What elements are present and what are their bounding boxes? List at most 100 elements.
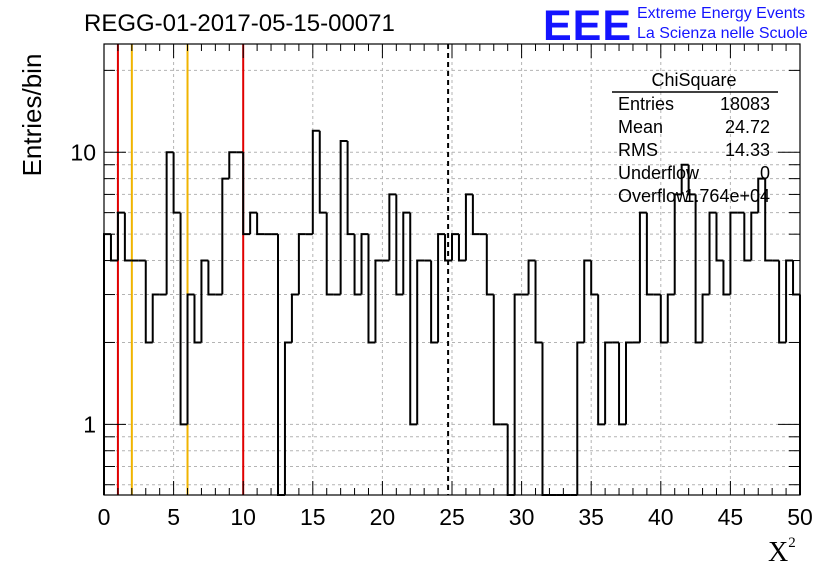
x-tick-label: 5 xyxy=(167,504,180,530)
histogram-bin xyxy=(785,259,794,343)
histogram-bin xyxy=(451,233,459,261)
histogram-bin xyxy=(743,212,752,262)
histogram-bin xyxy=(625,341,633,425)
x-tick-label: 25 xyxy=(439,504,465,530)
histogram-bin xyxy=(186,293,195,425)
histogram-bin xyxy=(576,341,585,495)
histogram-bin xyxy=(659,294,668,344)
x-axis-label: X2 xyxy=(768,535,796,568)
x-tick-label: 0 xyxy=(98,504,111,530)
histogram-bin xyxy=(200,259,209,343)
histogram-bin xyxy=(430,260,439,344)
histogram-bin xyxy=(513,293,522,495)
x-tick-label: 35 xyxy=(578,504,604,530)
histogram-bin xyxy=(597,294,606,426)
histogram-bin xyxy=(283,341,292,495)
histogram-bin xyxy=(172,152,181,214)
histogram-bin xyxy=(694,194,703,344)
stats-value: 14.33 xyxy=(725,140,770,160)
histogram-bin xyxy=(151,293,160,343)
histogram-bin xyxy=(221,177,230,295)
histogram-bin xyxy=(437,233,446,343)
org-name-line2: La Scienza nelle Scuole xyxy=(637,25,808,42)
histogram-bin xyxy=(388,193,397,261)
histogram-bin xyxy=(492,294,501,426)
histogram-bin xyxy=(353,234,362,296)
histogram-bin xyxy=(618,342,626,426)
histogram-bin xyxy=(277,234,285,496)
histogram-bin xyxy=(729,211,738,295)
histogram-bin xyxy=(590,260,599,296)
stats-value: 24.72 xyxy=(725,117,770,137)
histogram-bin xyxy=(534,260,543,344)
histogram-bin xyxy=(645,212,654,296)
histogram-bin xyxy=(242,152,251,236)
histogram-bin xyxy=(339,140,348,295)
x-tick-label: 40 xyxy=(648,504,674,530)
histogram-bin xyxy=(297,233,306,295)
histogram-bin xyxy=(290,293,299,343)
histogram-bin xyxy=(604,341,613,425)
histogram-bin xyxy=(708,211,717,295)
histogram-bin xyxy=(179,212,188,426)
histogram-bin xyxy=(527,259,536,295)
stats-label: Entries xyxy=(618,94,674,114)
stats-label: RMS xyxy=(618,140,658,160)
histogram-bin xyxy=(228,151,237,179)
histogram-bin xyxy=(444,234,452,262)
histogram-bin xyxy=(409,212,418,426)
histogram-bin xyxy=(673,193,682,295)
x-tick-label: 10 xyxy=(230,504,256,530)
histogram-bin xyxy=(325,212,334,296)
histogram-bin xyxy=(457,234,466,262)
histogram-bin xyxy=(402,211,411,295)
histogram-bin xyxy=(374,259,383,343)
histogram-bin xyxy=(367,234,376,344)
histogram-bin xyxy=(360,233,369,295)
histogram-bin xyxy=(416,259,425,425)
x-tick-label: 45 xyxy=(718,504,744,530)
histogram-bin xyxy=(583,259,592,343)
histogram-bin xyxy=(395,194,404,296)
histogram-bin xyxy=(680,163,689,195)
eee-logo: EEE xyxy=(543,2,633,50)
stats-label: Overflow xyxy=(618,186,690,206)
histogram-bin xyxy=(123,212,132,262)
org-name-line1: Extreme Energy Events xyxy=(637,5,806,22)
chart-title: REGG-01-2017-05-15-00071 xyxy=(84,10,395,37)
stats-label: Mean xyxy=(618,117,663,137)
histogram-bin xyxy=(346,141,355,236)
stats-value: 1.764e+04 xyxy=(684,186,770,206)
histogram-bin xyxy=(249,211,258,235)
stats-box-title: ChiSquare xyxy=(651,70,736,90)
histogram-bin xyxy=(687,164,696,196)
histogram-bin xyxy=(144,260,153,344)
histogram-bin xyxy=(471,194,480,236)
histogram-bin xyxy=(666,293,675,343)
histogram-bin xyxy=(715,212,724,262)
stats-label: Underflow xyxy=(618,163,700,183)
x-tick-label: 20 xyxy=(370,504,396,530)
histogram-bin xyxy=(792,260,800,296)
histogram-bin xyxy=(109,234,118,262)
histogram-bin xyxy=(318,130,327,214)
histogram-bin xyxy=(701,293,710,343)
histogram-bin xyxy=(116,211,125,261)
x-tick-label: 15 xyxy=(300,504,326,530)
histogram-bin xyxy=(750,211,759,261)
histogram-bin xyxy=(311,129,320,235)
stats-value: 18083 xyxy=(720,94,770,114)
histogram-bin xyxy=(165,151,174,295)
histogram-bin xyxy=(757,177,766,213)
histogram-bin xyxy=(103,233,111,495)
histogram-bin xyxy=(207,260,216,296)
stats-value: 0 xyxy=(760,163,770,183)
x-tick-label: 30 xyxy=(509,504,535,530)
histogram-bin xyxy=(256,212,265,236)
y-tick-label: 10 xyxy=(70,139,96,165)
y-tick-label: 1 xyxy=(83,411,96,437)
histogram-bin xyxy=(464,193,473,261)
x-tick-label: 50 xyxy=(787,504,813,530)
histogram-bin xyxy=(638,211,647,343)
